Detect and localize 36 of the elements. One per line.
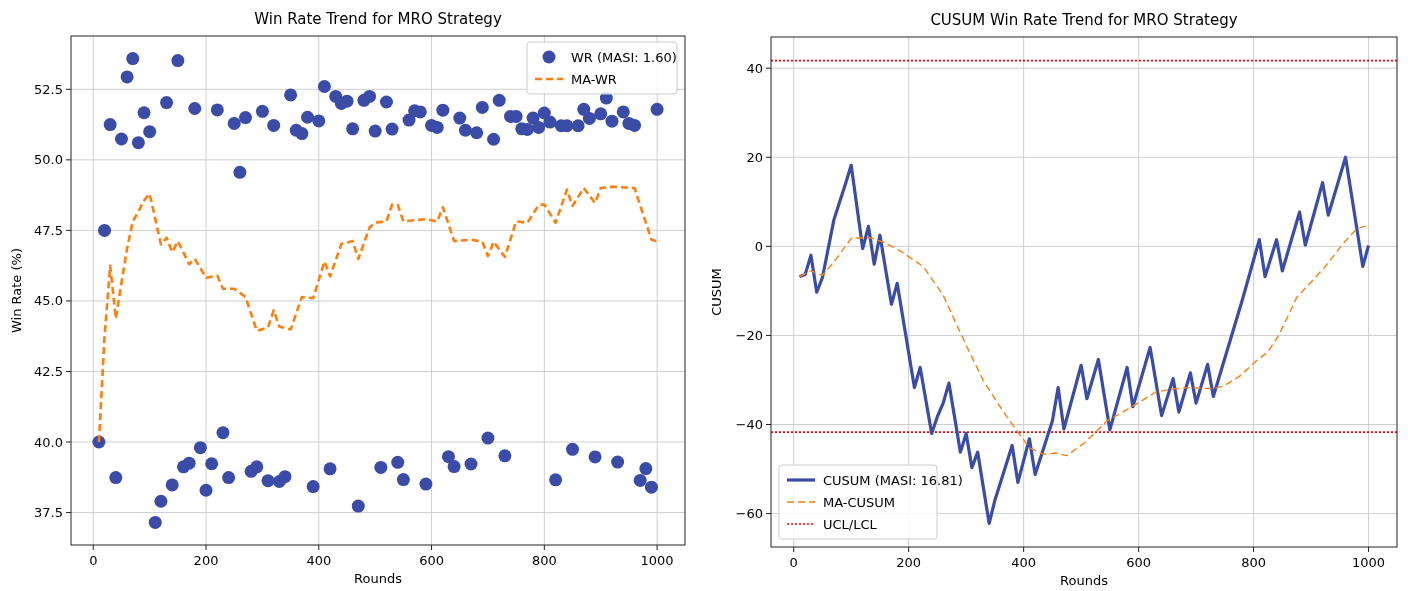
x-tick-label: 400	[306, 553, 332, 568]
chart-title: Win Rate Trend for MRO Strategy	[254, 10, 502, 28]
y-tick-label: 42.5	[34, 363, 63, 379]
y-tick-label: 40	[746, 60, 763, 76]
y-tick-label: 0	[754, 238, 763, 254]
x-tick-label: 800	[531, 553, 557, 568]
y-tick-label: 50.0	[34, 152, 63, 168]
y-axis-title: CUSUM	[709, 268, 724, 316]
y-tick-label: 20	[746, 149, 763, 165]
y-tick-label: 45.0	[34, 293, 63, 309]
x-tick-label: 800	[1241, 555, 1266, 570]
legend-label: MA-WR	[571, 71, 617, 87]
x-tick-label: 200	[896, 555, 922, 570]
y-axis-title: Win Rate (%)	[9, 248, 24, 333]
y-tick-label: 37.5	[34, 505, 63, 521]
legend-label: MA-CUSUM	[823, 494, 896, 510]
y-tick-label: −20	[735, 327, 763, 343]
x-tick-label: 600	[419, 553, 444, 568]
y-tick-label: 40.0	[34, 434, 63, 450]
x-tick-label: 200	[193, 553, 219, 568]
x-tick-label: 0	[89, 553, 98, 568]
legend-label: WR (MASI: 1.60)	[571, 49, 677, 65]
y-tick-label: −40	[735, 417, 763, 433]
legend-label: CUSUM (MASI: 16.81)	[823, 472, 963, 488]
x-axis-title: Rounds	[1060, 573, 1109, 588]
legend-label: UCL/LCL	[823, 516, 878, 532]
x-axis-title: Rounds	[354, 571, 403, 586]
y-tick-label: 52.5	[34, 81, 63, 97]
x-tick-label: 1000	[640, 553, 674, 568]
y-tick-label: −60	[735, 506, 763, 522]
x-tick-label: 1000	[1352, 555, 1386, 570]
x-tick-label: 600	[1126, 555, 1152, 570]
chart-title: CUSUM Win Rate Trend for MRO Strategy	[930, 11, 1238, 29]
x-tick-label: 0	[789, 555, 798, 570]
x-tick-label: 400	[1011, 555, 1037, 570]
y-tick-label: 47.5	[34, 222, 63, 238]
